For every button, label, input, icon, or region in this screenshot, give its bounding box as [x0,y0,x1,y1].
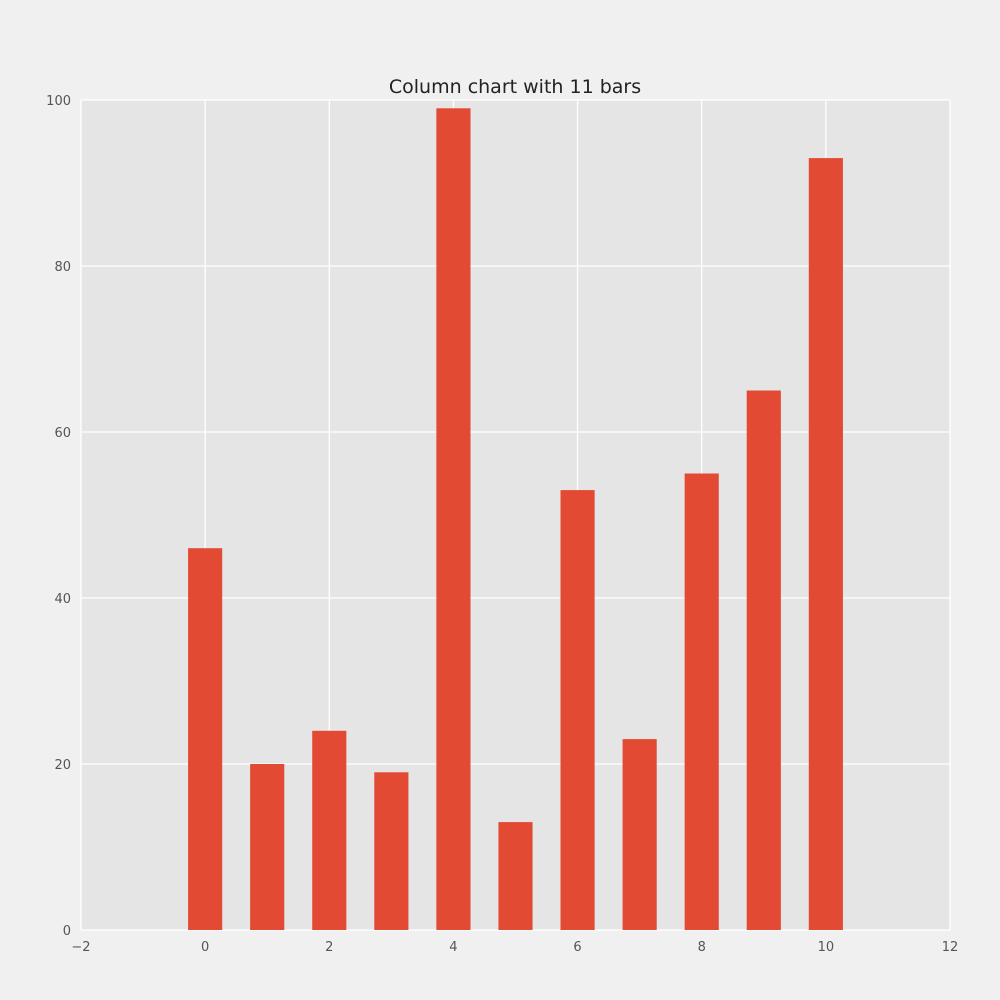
bar-3 [374,772,409,930]
grid-lines [80,99,951,931]
x-tick-label: 2 [325,940,333,955]
x-tick-label: 6 [573,940,581,955]
bar-2 [312,730,347,930]
y-tick-label: 100 [46,94,71,109]
x-tick-label: 12 [942,940,959,955]
chart-title: Column chart with 11 bars [389,76,641,98]
bar-0 [188,548,223,930]
x-axis-ticks: −2 0 2 4 6 8 10 12 [71,940,958,955]
bar-8 [684,473,719,930]
bars [188,108,843,931]
y-tick-label: 20 [54,758,71,773]
bar-1 [250,764,285,930]
bar-10 [808,158,843,931]
y-tick-label: 40 [54,592,71,607]
x-tick-label: 0 [201,940,209,955]
bar-6 [560,490,595,930]
x-tick-label: −2 [71,940,90,955]
bar-7 [622,739,657,930]
bar-9 [746,390,781,930]
x-tick-label: 10 [818,940,835,955]
y-tick-label: 80 [54,260,71,275]
bar-4 [436,108,471,931]
x-tick-label: 8 [698,940,706,955]
y-tick-label: 60 [54,426,71,441]
y-axis-ticks: 0 20 40 60 80 100 [46,94,71,939]
bar-5 [498,822,533,930]
plot-area [81,100,950,930]
x-tick-label: 4 [449,940,457,955]
y-tick-label: 0 [63,924,71,939]
